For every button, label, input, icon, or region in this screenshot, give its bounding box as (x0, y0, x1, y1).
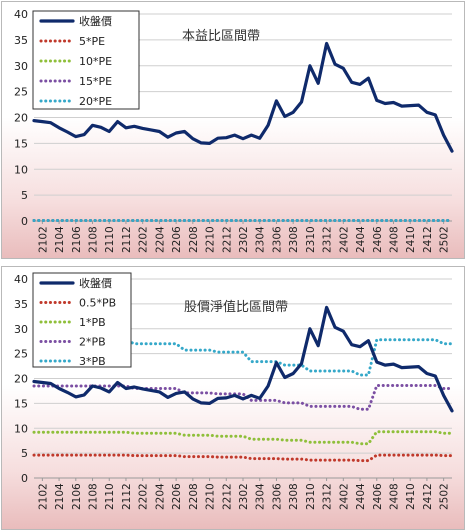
x-tick-label: 2106 (71, 226, 83, 253)
y-tick-label: 20 (14, 373, 28, 386)
y-tick-label: 25 (14, 86, 28, 99)
y-tick-label: 30 (14, 323, 28, 336)
x-tick-label: 2406 (372, 483, 384, 510)
y-tick-label: 15 (14, 397, 28, 410)
x-tick-label: 2102 (37, 226, 49, 253)
y-tick-label: 5 (21, 189, 28, 202)
x-tick-label: 2212 (221, 226, 233, 253)
legend-label: 2*PB (79, 336, 106, 349)
x-tick-label: 2206 (171, 226, 183, 253)
x-tick-label: 2412 (422, 226, 434, 253)
x-tick-label: 2410 (405, 226, 417, 253)
x-tick-label: 2104 (54, 483, 66, 510)
pe-band-chart-svg: 0 5 10 15 20 25 30 35 40 2102 2104 2106 2108 2110 2112… (14, 8, 454, 253)
x-tick-label: 2304 (255, 483, 267, 510)
x-tick-label: 2212 (221, 483, 233, 510)
series-line-3 (32, 384, 454, 411)
y-tick-label: 20 (14, 112, 28, 125)
legend-label: 1*PB (79, 316, 106, 329)
legend: 收盤價 5*PE 10*PE 15*PE 20*PE (32, 10, 140, 110)
legend-label: 5*PE (79, 35, 105, 48)
x-tick-label: 2110 (104, 483, 116, 510)
x-tick-label: 2208 (188, 226, 200, 253)
y-tick-label: 30 (14, 60, 28, 73)
y-tick-label: 5 (21, 447, 28, 460)
pe-band-chart: 0 5 10 15 20 25 30 35 40 2102 2104 2106 2108 2110 2112… (1, 1, 465, 259)
x-tick-label: 2310 (305, 483, 317, 510)
legend-label: 15*PE (79, 75, 112, 88)
x-tick-label: 2308 (288, 483, 300, 510)
x-tick-label: 2406 (372, 226, 384, 253)
x-tick-label: 2204 (154, 226, 166, 253)
x-tick-label: 2412 (422, 483, 434, 510)
x-tick-label: 2404 (355, 483, 367, 510)
pb-band-chart: 0 5 10 15 20 25 30 35 40 2102 2104 2106 2108 2110 2112… (1, 266, 465, 530)
x-tick-label: 2112 (121, 483, 133, 510)
x-tick-label: 2408 (388, 226, 400, 253)
x-tick-label: 2110 (104, 226, 116, 253)
x-tick-label: 2108 (88, 226, 100, 253)
x-tick-label: 2210 (205, 226, 217, 253)
x-tick-label: 2308 (288, 226, 300, 253)
x-tick-label: 2208 (188, 483, 200, 510)
x-tick-label: 2304 (255, 226, 267, 253)
x-tick-label: 2204 (154, 483, 166, 510)
legend-label: 20*PE (79, 95, 112, 108)
y-tick-label: 0 (21, 215, 28, 228)
y-tick-label: 15 (14, 137, 28, 150)
x-tick-label: 2206 (171, 483, 183, 510)
x-tick-label: 2312 (322, 226, 334, 253)
chart-title: 股價淨值比區間帶 (184, 299, 288, 315)
x-tick-label: 2402 (338, 226, 350, 253)
chart-title: 本益比區間帶 (182, 29, 260, 44)
x-tick-label: 2410 (405, 483, 417, 510)
y-tick-label: 40 (14, 8, 28, 21)
legend: 收盤價 0.5*PB 1*PB 2*PB 3*PB (32, 272, 132, 368)
series-line-2 (32, 430, 454, 446)
x-tick-label: 2202 (138, 226, 150, 253)
x-tick-label: 2306 (271, 483, 283, 510)
y-tick-label: 10 (14, 163, 28, 176)
x-tick-label: 2408 (388, 483, 400, 510)
series-line-0 (32, 305, 454, 413)
legend-label: 收盤價 (79, 276, 112, 290)
x-tick-label: 2104 (54, 226, 66, 253)
x-tick-label: 2404 (355, 226, 367, 253)
x-tick-label: 2312 (322, 483, 334, 510)
x-tick-label: 2502 (439, 226, 451, 253)
x-tick-label: 2210 (205, 483, 217, 510)
x-tick-label: 2302 (238, 226, 250, 253)
x-tick-label: 2102 (37, 483, 49, 510)
x-tick-label: 2106 (71, 483, 83, 510)
y-tick-label: 25 (14, 348, 28, 361)
legend-label: 3*PB (79, 355, 106, 368)
x-tick-label: 2108 (88, 483, 100, 510)
series-line-1 (32, 453, 454, 463)
y-tick-label: 10 (14, 422, 28, 435)
pb-band-chart-svg: 0 5 10 15 20 25 30 35 40 2102 2104 2106 2108 2110 2112… (14, 272, 454, 510)
legend-label: 收盤價 (79, 14, 112, 28)
x-tick-label: 2310 (305, 226, 317, 253)
x-tick-label: 2402 (338, 483, 350, 510)
legend-label: 10*PE (79, 55, 112, 68)
series-line-0 (32, 41, 454, 153)
y-tick-label: 35 (14, 298, 28, 311)
x-tick-label: 2112 (121, 226, 133, 253)
y-tick-label: 40 (14, 273, 28, 286)
y-tick-label: 35 (14, 34, 28, 47)
x-tick-label: 2306 (271, 226, 283, 253)
legend-label: 0.5*PB (79, 297, 116, 310)
y-tick-label: 0 (21, 472, 28, 485)
x-tick-label: 2302 (238, 483, 250, 510)
x-tick-label: 2502 (439, 483, 451, 510)
legend-box (32, 272, 132, 368)
x-tick-label: 2202 (138, 483, 150, 510)
